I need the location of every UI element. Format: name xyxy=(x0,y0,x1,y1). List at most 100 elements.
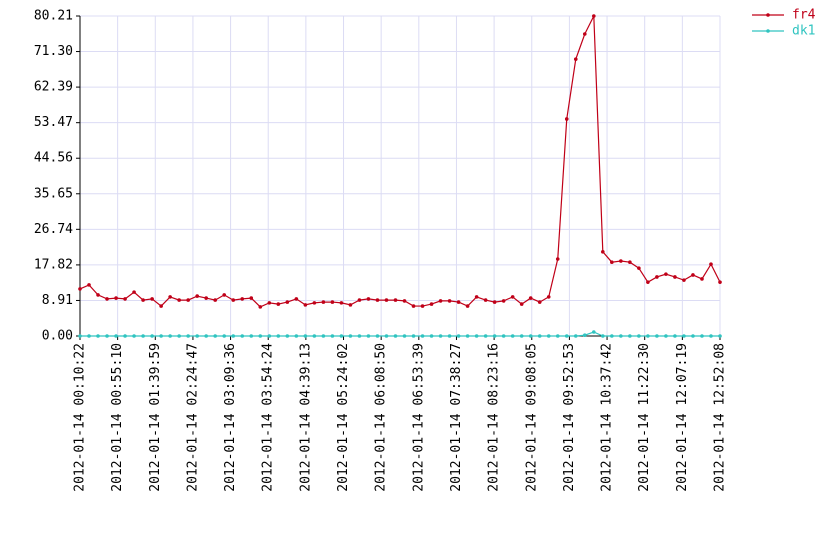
point xyxy=(628,260,632,264)
y-tick-label: 26.74 xyxy=(34,222,73,237)
point xyxy=(546,295,551,299)
point xyxy=(231,334,236,338)
point xyxy=(87,283,91,287)
point xyxy=(483,298,488,302)
point xyxy=(321,334,326,338)
x-tick-label: 2012-01-14 07:38:27 xyxy=(449,343,464,492)
y-tick-label: 62.39 xyxy=(34,80,73,95)
point xyxy=(555,257,560,261)
point xyxy=(474,334,479,338)
point xyxy=(691,334,695,338)
x-tick-label: 2012-01-14 09:08:05 xyxy=(524,343,539,492)
point xyxy=(456,300,461,304)
x-tick-label: 2012-01-14 01:39:59 xyxy=(148,343,163,492)
point xyxy=(528,334,533,338)
point xyxy=(213,334,218,338)
point xyxy=(411,304,416,308)
point xyxy=(123,297,127,301)
point xyxy=(204,296,208,300)
point xyxy=(384,298,389,302)
point xyxy=(87,334,91,338)
point xyxy=(132,290,136,294)
point xyxy=(610,334,614,338)
point xyxy=(123,334,127,338)
point xyxy=(330,300,335,304)
point xyxy=(691,273,695,277)
x-tick-label: 2012-01-14 12:07:19 xyxy=(675,343,690,492)
series-line xyxy=(79,15,721,308)
point xyxy=(492,334,497,338)
point xyxy=(402,299,407,303)
point xyxy=(348,334,353,338)
point xyxy=(384,334,389,338)
point xyxy=(718,280,722,284)
legend-marker xyxy=(766,29,770,33)
point xyxy=(664,334,668,338)
point xyxy=(393,334,398,338)
y-tick-label: 44.56 xyxy=(34,151,73,166)
point xyxy=(718,334,722,338)
point xyxy=(222,293,227,297)
x-tick-label: 2012-01-14 09:52:53 xyxy=(562,343,577,492)
point xyxy=(177,298,181,302)
point xyxy=(528,296,533,300)
point xyxy=(564,334,569,338)
point xyxy=(114,334,118,338)
point xyxy=(673,275,677,279)
point xyxy=(573,57,578,61)
point xyxy=(429,302,434,306)
x-tick-label: 2012-01-14 05:24:02 xyxy=(336,343,351,492)
point xyxy=(294,297,299,301)
point xyxy=(285,300,290,304)
point xyxy=(402,334,407,338)
point xyxy=(573,334,578,338)
y-tick-label: 71.30 xyxy=(34,44,73,59)
point xyxy=(231,298,236,302)
point xyxy=(519,334,524,338)
point xyxy=(582,32,587,36)
point xyxy=(673,334,677,338)
point xyxy=(655,334,659,338)
y-tick-label: 17.82 xyxy=(34,257,73,272)
point xyxy=(411,334,416,338)
y-tick-label: 53.47 xyxy=(34,115,73,130)
point xyxy=(492,300,497,304)
point xyxy=(420,304,425,308)
x-tick-label: 2012-01-14 03:54:24 xyxy=(261,343,276,492)
x-tick-label: 2012-01-14 08:23:16 xyxy=(487,343,502,492)
point xyxy=(339,334,344,338)
x-tick-label: 2012-01-14 04:39:13 xyxy=(298,343,313,492)
point xyxy=(474,295,479,299)
point xyxy=(366,297,371,301)
point xyxy=(159,304,163,308)
point xyxy=(132,334,136,338)
point xyxy=(582,333,587,338)
point xyxy=(664,272,668,276)
legend-label: dk1 xyxy=(792,24,815,39)
y-tick-label: 80.21 xyxy=(34,9,73,24)
point xyxy=(105,334,109,338)
point xyxy=(96,293,100,297)
point xyxy=(321,300,326,304)
point xyxy=(592,14,596,18)
point xyxy=(186,334,190,338)
point xyxy=(150,334,154,338)
point xyxy=(357,298,362,302)
point xyxy=(465,304,470,308)
y-tick-label: 0.00 xyxy=(42,329,73,344)
point xyxy=(114,296,118,300)
point xyxy=(564,117,569,121)
point xyxy=(213,298,218,302)
point xyxy=(177,334,181,338)
point xyxy=(330,334,335,338)
point xyxy=(150,297,154,301)
point xyxy=(601,250,605,254)
point xyxy=(258,305,263,309)
point xyxy=(105,297,109,301)
point xyxy=(285,334,290,338)
point xyxy=(258,334,263,338)
point xyxy=(204,334,208,338)
point xyxy=(375,334,380,338)
point xyxy=(510,295,515,299)
